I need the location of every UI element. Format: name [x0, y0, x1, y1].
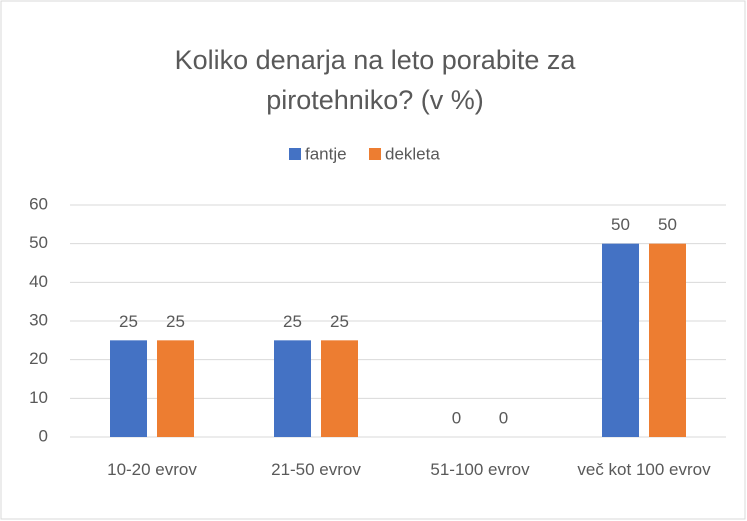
y-tick-label: 10: [29, 388, 48, 407]
y-tick-label: 30: [29, 310, 48, 329]
data-label: 25: [119, 312, 138, 331]
x-tick-label: 10-20 evrov: [107, 460, 197, 479]
chart-title: Koliko denarja na leto porabite za pirot…: [174, 45, 576, 115]
bar: [321, 340, 358, 437]
x-tick-label: 21-50 evrov: [271, 460, 361, 479]
data-label: 50: [611, 215, 630, 234]
y-tick-label: 40: [29, 272, 48, 291]
y-tick-label: 50: [29, 233, 48, 252]
bar: [602, 243, 639, 437]
data-label: 0: [452, 408, 461, 427]
bar: [110, 340, 147, 437]
bar: [157, 340, 194, 437]
legend-swatch: [289, 148, 301, 160]
y-tick-label: 20: [29, 349, 48, 368]
y-tick-label: 0: [39, 426, 48, 445]
data-label: 25: [166, 312, 185, 331]
legend-label: dekleta: [385, 144, 440, 163]
legend-swatch: [369, 148, 381, 160]
data-label: 50: [658, 215, 677, 234]
y-tick-label: 60: [29, 194, 48, 213]
legend-label: fantje: [305, 144, 347, 163]
bar: [649, 243, 686, 437]
data-label: 0: [499, 408, 508, 427]
data-label: 25: [330, 312, 349, 331]
x-tick-label: 51-100 evrov: [430, 460, 530, 479]
x-tick-label: več kot 100 evrov: [577, 460, 711, 479]
bar: [274, 340, 311, 437]
data-label: 25: [283, 312, 302, 331]
